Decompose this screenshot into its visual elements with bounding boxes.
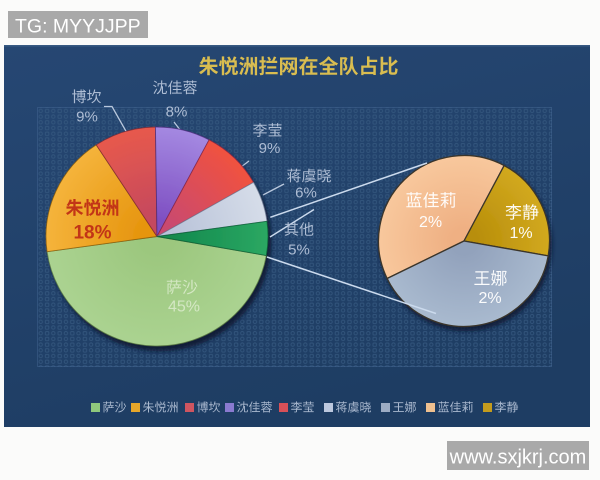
- svg-text:9%: 9%: [76, 108, 98, 125]
- svg-text:45%: 45%: [168, 299, 200, 316]
- svg-text:1%: 1%: [509, 225, 532, 242]
- svg-text:18%: 18%: [73, 223, 111, 244]
- svg-text:6%: 6%: [295, 184, 317, 201]
- svg-text:9%: 9%: [259, 140, 281, 157]
- svg-text:5%: 5%: [288, 241, 310, 258]
- svg-text:2%: 2%: [478, 290, 501, 307]
- svg-text:8%: 8%: [166, 103, 188, 120]
- svg-text:2%: 2%: [419, 214, 442, 231]
- svg-text:TG: MYYJJPP: TG: MYYJJPP: [15, 16, 141, 38]
- svg-text:www.sxjkrj.com: www.sxjkrj.com: [449, 447, 587, 469]
